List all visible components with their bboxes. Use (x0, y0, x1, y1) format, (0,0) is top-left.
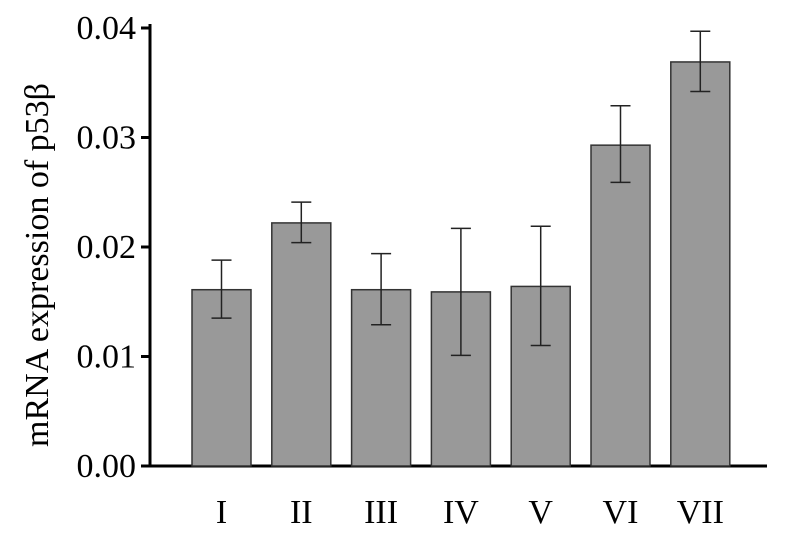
y-axis-ticks: 0.00 0.01 0.02 0.03 0.04 (77, 10, 150, 485)
bar (191, 288, 252, 467)
bar (590, 144, 651, 467)
x-category-label: V (528, 494, 553, 531)
error-bars (211, 30, 711, 357)
x-category-label: IV (443, 494, 479, 531)
bar (271, 222, 332, 467)
x-category-label: III (364, 494, 398, 531)
y-axis-title: mRNA expression of p53β (19, 83, 56, 447)
x-axis-labels: I II III IV V VI VII (216, 494, 724, 531)
x-category-label: VII (677, 494, 724, 531)
bar (670, 61, 731, 467)
y-tick-label: 0.02 (77, 229, 137, 266)
y-tick-label: 0.04 (77, 10, 137, 47)
x-category-label: I (216, 494, 227, 531)
x-category-label: II (290, 494, 313, 531)
y-tick-label: 0.00 (77, 448, 137, 485)
x-category-label: VI (603, 494, 639, 531)
y-tick-label: 0.01 (77, 339, 137, 376)
y-tick-label: 0.03 (77, 120, 137, 157)
bars (191, 61, 731, 467)
